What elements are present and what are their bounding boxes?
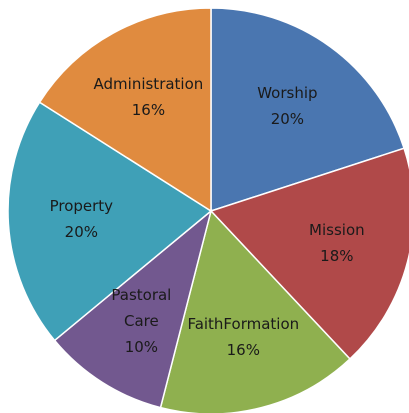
category-label: Property (49, 197, 114, 216)
category-label: Worship (257, 83, 318, 102)
pie-slice (53, 208, 213, 409)
pie-slice (38, 7, 212, 213)
pie-slice (7, 101, 213, 342)
category-label: Administration (93, 75, 204, 94)
slice-label: Pastoral Care 10% (111, 282, 171, 360)
category-label: Mission (309, 221, 365, 240)
slice-label: Mission 18% (309, 217, 365, 269)
value-label: 10% (124, 337, 159, 356)
value-label: 16% (131, 101, 166, 120)
category-label: Pastoral Care (111, 285, 172, 330)
pie-slice (159, 209, 352, 413)
category-label: FaithFormation (187, 314, 300, 333)
slice-label: Administration 16% (94, 71, 204, 123)
value-label: 20% (270, 109, 305, 128)
pie-slice (209, 147, 409, 361)
slice-label: Worship 20% (257, 80, 317, 132)
slice-label: FaithFormation 16% (187, 311, 299, 363)
slice-label: Property 20% (50, 193, 113, 245)
pie-slice (210, 7, 406, 213)
value-label: 18% (320, 247, 354, 266)
value-label: 20% (64, 223, 98, 242)
value-label: 16% (226, 340, 260, 359)
